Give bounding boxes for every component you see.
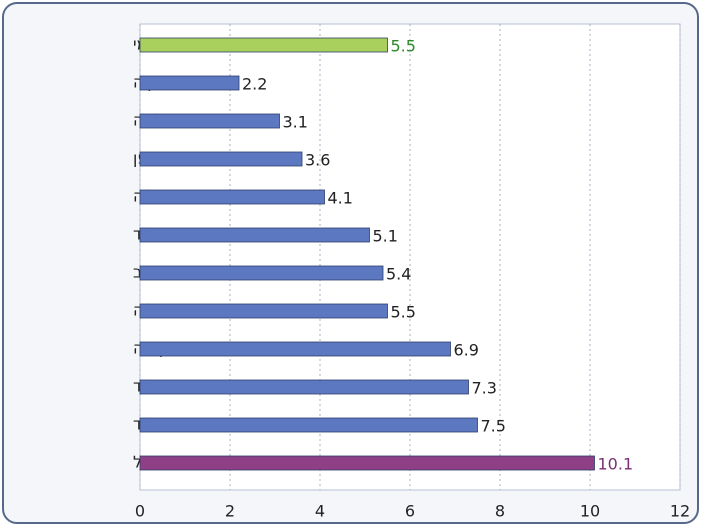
x-tick-label: 12 [670,502,690,521]
bar [139,189,325,205]
bar [139,75,240,91]
bar [139,265,384,281]
value-label: 5.4 [386,265,411,284]
x-tick-label: 2 [225,502,235,521]
bar [139,37,388,53]
value-label: 6.9 [454,341,479,360]
x-tick-label: 0 [135,502,145,521]
x-tick-label: 8 [495,502,505,521]
plot-area [139,23,681,491]
bar [139,113,280,129]
value-label: 5.1 [373,227,398,246]
x-tick-label: 4 [315,502,325,521]
value-label: 4.1 [328,189,353,208]
value-label: 5.5 [391,303,416,322]
bar [139,417,478,433]
bar [139,151,303,167]
x-tick-label: 6 [405,502,415,521]
bar [139,341,451,357]
value-label: 5.5 [391,37,416,56]
value-label: 7.3 [472,379,497,398]
value-label: 10.1 [598,455,634,474]
value-label: 7.5 [481,417,506,436]
value-label: 3.6 [305,151,330,170]
value-label: 3.1 [283,113,308,132]
x-tick-label: 10 [580,502,600,521]
value-label: 2.2 [242,75,267,94]
bar [139,379,469,395]
bar [139,455,595,471]
bar [139,227,370,243]
bar [139,303,388,319]
